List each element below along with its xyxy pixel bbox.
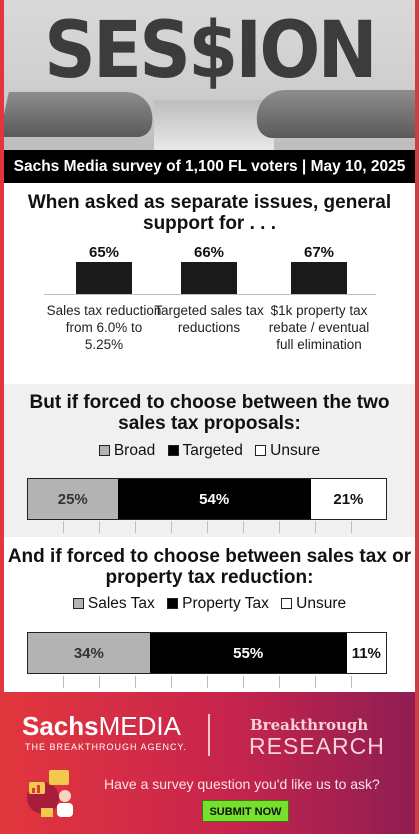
bar (181, 262, 237, 294)
grid-ticks (27, 521, 387, 533)
brand-tagline: THE BREAKTHROUGH AGENCY. (25, 742, 187, 752)
legend-label: Targeted (182, 442, 243, 459)
separate-issues-chart: When asked as separate issues, general s… (4, 183, 415, 384)
legend-swatch (255, 445, 267, 456)
chart-title: When asked as separate issues, general s… (27, 192, 392, 234)
chart-title: But if forced to choose between the two … (29, 392, 390, 434)
data-label: 67% (303, 244, 335, 261)
grid-tick (63, 521, 64, 533)
data-label: 21% (333, 490, 364, 508)
legend-swatch (167, 598, 179, 609)
hero-banner: SES$ION (4, 0, 415, 150)
legend-swatch (72, 598, 84, 609)
grid-tick (171, 521, 172, 533)
grid-tick (171, 676, 172, 688)
legend-swatch (98, 445, 110, 456)
chart-legend: Sales Tax Property Tax Unsure (4, 595, 415, 613)
hero-title: SES$ION (44, 6, 378, 96)
legend-swatch (281, 598, 293, 609)
infographic: SES$ION Sachs Media survey of 1,100 FL v… (4, 0, 415, 834)
submit-button[interactable]: SUBMIT NOW (202, 800, 289, 822)
legend-label: Unsure (270, 442, 321, 459)
data-label: 54% (199, 490, 230, 508)
hero-chasm (154, 100, 274, 150)
bar (291, 262, 347, 294)
grid-tick (279, 521, 280, 533)
legend-swatch (167, 445, 179, 456)
grid-tick (279, 676, 280, 688)
data-label: 55% (233, 644, 264, 662)
survey-icon (27, 770, 73, 817)
bar-segment: 34% (28, 633, 150, 673)
survey-info-bar: Sachs Media survey of 1,100 FL voters | … (4, 150, 415, 183)
grid-tick (315, 676, 316, 688)
grid-tick (315, 521, 316, 533)
sachs-media-logo: SachsMEDIA (22, 711, 181, 741)
survey-question-prompt: Have a survey question you'd like us to … (104, 776, 380, 792)
data-label: 25% (57, 490, 88, 508)
legend-item: Unsure (255, 442, 320, 460)
bar-segment: 11% (346, 633, 386, 673)
grid-ticks (27, 676, 387, 688)
sales-tax-choice-chart: But if forced to choose between the two … (4, 384, 415, 537)
breakthrough-logo-line2: RESEARCH (249, 733, 385, 759)
grid-tick (135, 521, 136, 533)
legend-item: Broad (98, 442, 156, 460)
hero-cliff-right (249, 90, 415, 138)
bar (76, 262, 132, 294)
legend-item: Unsure (281, 595, 346, 613)
stacked-bar: 34% 55% 11% (27, 632, 387, 674)
legend-item: Sales Tax (72, 595, 155, 613)
legend-label: Property Tax (182, 595, 269, 612)
grid-tick (207, 521, 208, 533)
data-label: 11% (351, 644, 381, 662)
breakthrough-logo-line1: Breakthrough (250, 716, 369, 734)
hero-cliff-left (4, 92, 159, 137)
grid-tick (135, 676, 136, 688)
brand-divider (208, 714, 210, 756)
legend-item: Targeted (167, 442, 243, 460)
category-label: $1k property tax rebate / eventual full … (268, 303, 370, 352)
bar-segment: 54% (117, 479, 311, 519)
bar-column: 65% Sales tax reduction from 6.0% to 5.2… (47, 243, 162, 352)
legend-item: Property Tax (167, 595, 269, 613)
grid-tick (99, 676, 100, 688)
data-label: 65% (88, 244, 120, 261)
bar-column: 66% Targeted sales tax reductions (154, 243, 264, 335)
category-label: Sales tax reduction from 6.0% to 5.25% (46, 303, 162, 352)
bar-segment: 25% (28, 479, 118, 519)
grid-tick (243, 521, 244, 533)
chart-baseline (44, 294, 376, 295)
legend-label: Unsure (296, 595, 347, 612)
chart-legend: Broad Targeted Unsure (4, 442, 415, 460)
bar-segment: 21% (310, 479, 386, 519)
legend-label: Sales Tax (87, 595, 155, 612)
grid-tick (63, 676, 64, 688)
bar-column: 67% $1k property tax rebate / eventual f… (269, 243, 370, 352)
category-label: Targeted sales tax reductions (154, 303, 264, 335)
grid-tick (207, 676, 208, 688)
data-label: 34% (73, 644, 104, 662)
sales-vs-property-choice-chart: And if forced to choose between sales ta… (4, 537, 415, 692)
grid-tick (243, 676, 244, 688)
grid-tick (351, 521, 352, 533)
data-label: 66% (193, 244, 225, 261)
chart-title: And if forced to choose between sales ta… (7, 546, 412, 588)
bar-segment: 55% (149, 633, 347, 673)
legend-label: Broad (113, 442, 156, 459)
grid-tick (351, 676, 352, 688)
grid-tick (99, 521, 100, 533)
stacked-bar: 25% 54% 21% (27, 478, 387, 520)
footer-banner: SachsMEDIA THE BREAKTHROUGH AGENCY. Brea… (4, 692, 415, 834)
